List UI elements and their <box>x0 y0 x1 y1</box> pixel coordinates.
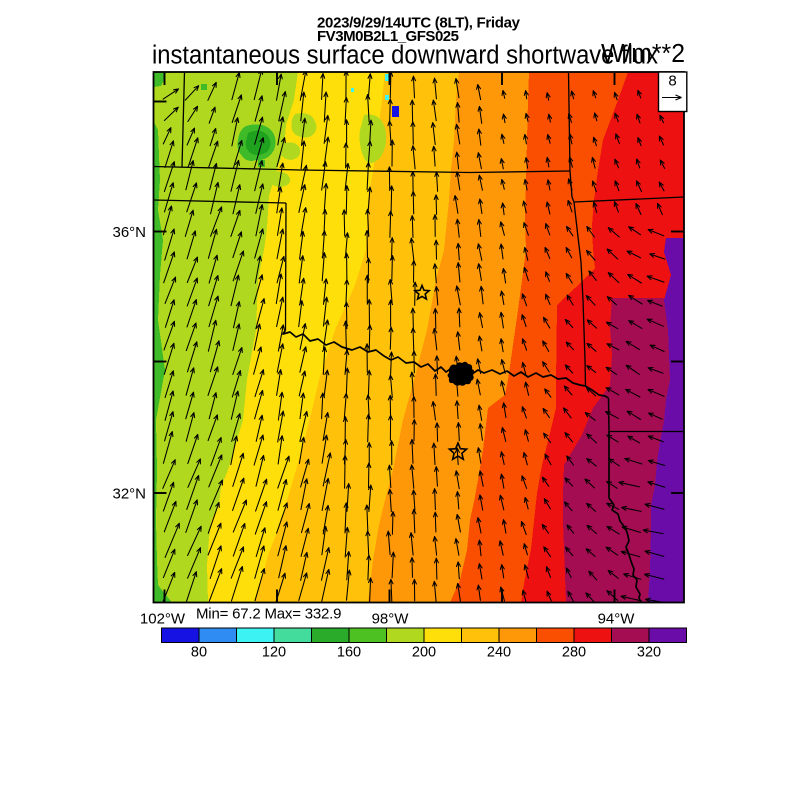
svg-text:320: 320 <box>637 645 661 661</box>
svg-text:200: 200 <box>412 645 436 661</box>
svg-text:94°W: 94°W <box>598 611 636 628</box>
svg-text:2023/9/29/14UTC (8LT), Friday: 2023/9/29/14UTC (8LT), Friday <box>317 15 521 32</box>
svg-text:280: 280 <box>562 645 586 661</box>
svg-text:98°W: 98°W <box>372 611 410 628</box>
svg-text:120: 120 <box>262 645 286 661</box>
svg-text:240: 240 <box>487 645 511 661</box>
svg-text:Min= 67.2 Max= 332.9: Min= 67.2 Max= 332.9 <box>196 606 342 623</box>
svg-text:36°N: 36°N <box>112 224 146 241</box>
svg-text:W/m**2: W/m**2 <box>601 40 685 68</box>
svg-text:80: 80 <box>191 645 207 661</box>
svg-text:102°W: 102°W <box>140 611 186 628</box>
svg-text:8: 8 <box>668 73 676 90</box>
svg-text:instantaneous surface downward: instantaneous surface downward shortwave… <box>152 42 658 70</box>
svg-text:160: 160 <box>337 645 361 661</box>
svg-text:32°N: 32°N <box>112 486 146 503</box>
svg-text:FV3M0B2L1_GFS025: FV3M0B2L1_GFS025 <box>317 28 459 45</box>
